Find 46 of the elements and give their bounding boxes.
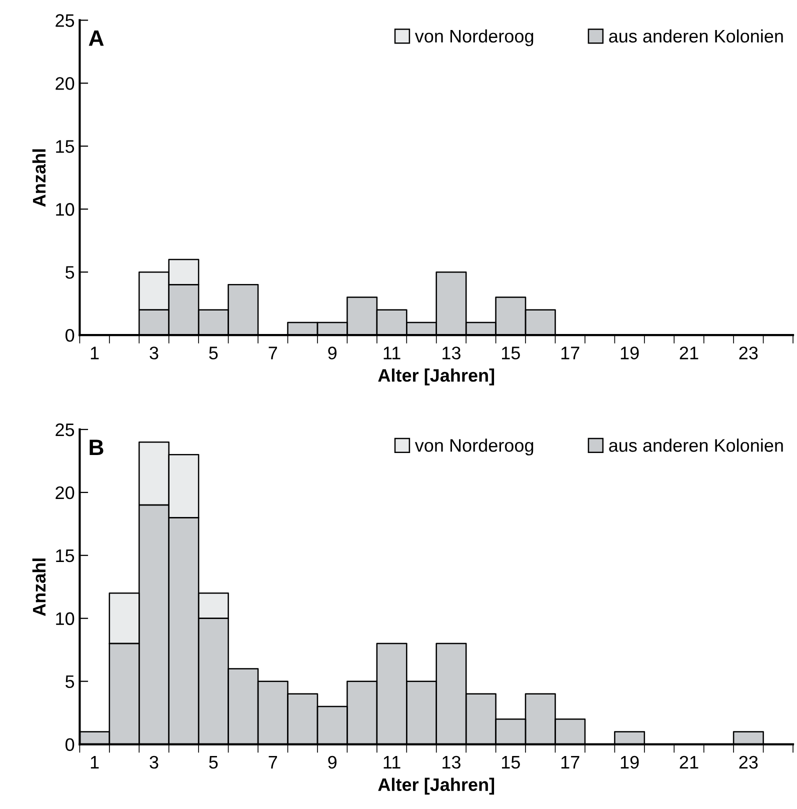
legend-label: von Norderoog [414, 438, 534, 456]
x-tick-label: 7 [268, 756, 278, 768]
x-axis-title: Alter [Jahren] [378, 778, 494, 795]
legend-label: aus anderen Kolonien [609, 29, 783, 43]
x-tick-label: 5 [209, 756, 218, 769]
x-tick-label: 1 [90, 756, 99, 768]
x-tick-label: 13 [442, 756, 460, 769]
y-tick-label: 15 [56, 550, 74, 562]
y-tick-label: 15 [56, 140, 74, 153]
x-tick-label: 1 [90, 346, 99, 360]
legend-label: aus anderen Kolonien [609, 438, 783, 452]
chart-title: A [88, 30, 104, 46]
x-tick-label: 3 [150, 756, 158, 769]
x-axis-title: Alter [Jahren] [378, 368, 494, 386]
x-tick-label: 23 [739, 756, 758, 769]
y-tick-label: 25 [56, 14, 74, 27]
x-tick-label: 5 [209, 346, 218, 360]
x-tick-label: 17 [561, 346, 580, 360]
y-tick-label: 5 [66, 266, 74, 279]
x-tick-label: 23 [739, 346, 758, 360]
y-axis-title: Anzahl [32, 149, 46, 207]
y-tick-label: 0 [66, 328, 74, 342]
x-tick-label: 19 [620, 346, 639, 360]
x-tick-label: 9 [328, 346, 336, 360]
y-tick-label: 25 [56, 423, 74, 436]
x-tick-label: 17 [561, 756, 580, 768]
y-tick-label: 10 [56, 612, 74, 626]
x-tick-label: 15 [502, 346, 520, 360]
x-tick-label: 15 [502, 756, 520, 769]
x-tick-label: 21 [680, 756, 698, 768]
x-tick-label: 9 [328, 756, 336, 769]
y-tick-label: 20 [56, 486, 74, 500]
y-tick-label: 10 [56, 203, 74, 216]
x-tick-label: 7 [268, 346, 278, 360]
x-tick-label: 13 [442, 346, 460, 360]
x-tick-label: 11 [384, 346, 400, 360]
chart-title: B [90, 440, 104, 456]
y-tick-label: 20 [56, 77, 74, 90]
x-tick-label: 11 [384, 756, 400, 768]
y-axis-title: Anzahl [32, 558, 46, 616]
x-tick-label: 21 [680, 346, 698, 360]
x-tick-label: 3 [150, 346, 158, 360]
x-tick-label: 19 [620, 756, 639, 769]
y-tick-label: 0 [66, 738, 74, 751]
y-tick-label: 5 [66, 675, 74, 688]
legend-label: von Norderoog [414, 29, 534, 46]
